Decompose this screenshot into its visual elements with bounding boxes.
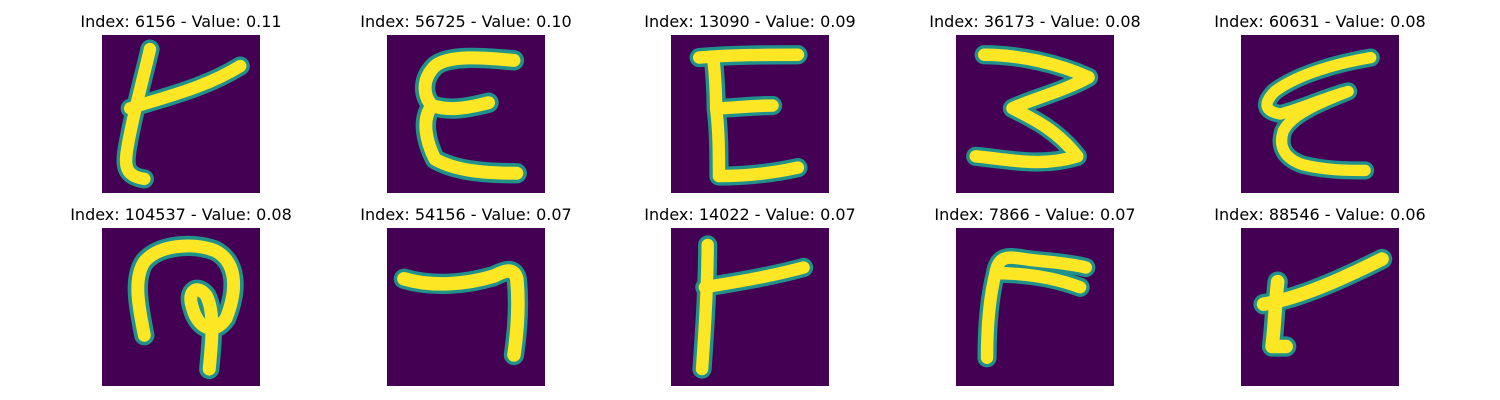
character-image — [387, 35, 545, 193]
stroke — [127, 235, 244, 380]
character-image — [956, 228, 1114, 386]
character-image — [102, 35, 260, 193]
character-image — [956, 35, 1114, 193]
character-image — [102, 228, 260, 386]
character-image — [671, 228, 829, 386]
panel-title: Index: 104537 - Value: 0.08 — [70, 205, 292, 224]
stroke — [414, 47, 527, 184]
character-image — [1241, 228, 1399, 386]
panel-title: Index: 7866 - Value: 0.07 — [934, 205, 1136, 224]
stroke — [1258, 48, 1380, 180]
character-image — [387, 228, 545, 386]
character-image — [671, 35, 829, 193]
stroke — [689, 45, 808, 186]
panel-title: Index: 60631 - Value: 0.08 — [1214, 12, 1426, 31]
panel-title: Index: 13090 - Value: 0.09 — [644, 12, 856, 31]
panel-title: Index: 6156 - Value: 0.11 — [80, 12, 282, 31]
panel-title: Index: 56725 - Value: 0.10 — [360, 12, 572, 31]
stroke — [1253, 248, 1393, 357]
panel-title: Index: 14022 - Value: 0.07 — [644, 205, 856, 224]
character-image — [1241, 35, 1399, 193]
stroke — [116, 39, 250, 189]
stroke — [966, 45, 1099, 172]
panel-title: Index: 36173 - Value: 0.08 — [929, 12, 1141, 31]
stroke — [692, 235, 814, 379]
stroke — [977, 248, 1096, 368]
panel-title: Index: 88546 - Value: 0.06 — [1214, 205, 1426, 224]
stroke — [393, 260, 529, 366]
panel-title: Index: 54156 - Value: 0.07 — [360, 205, 572, 224]
